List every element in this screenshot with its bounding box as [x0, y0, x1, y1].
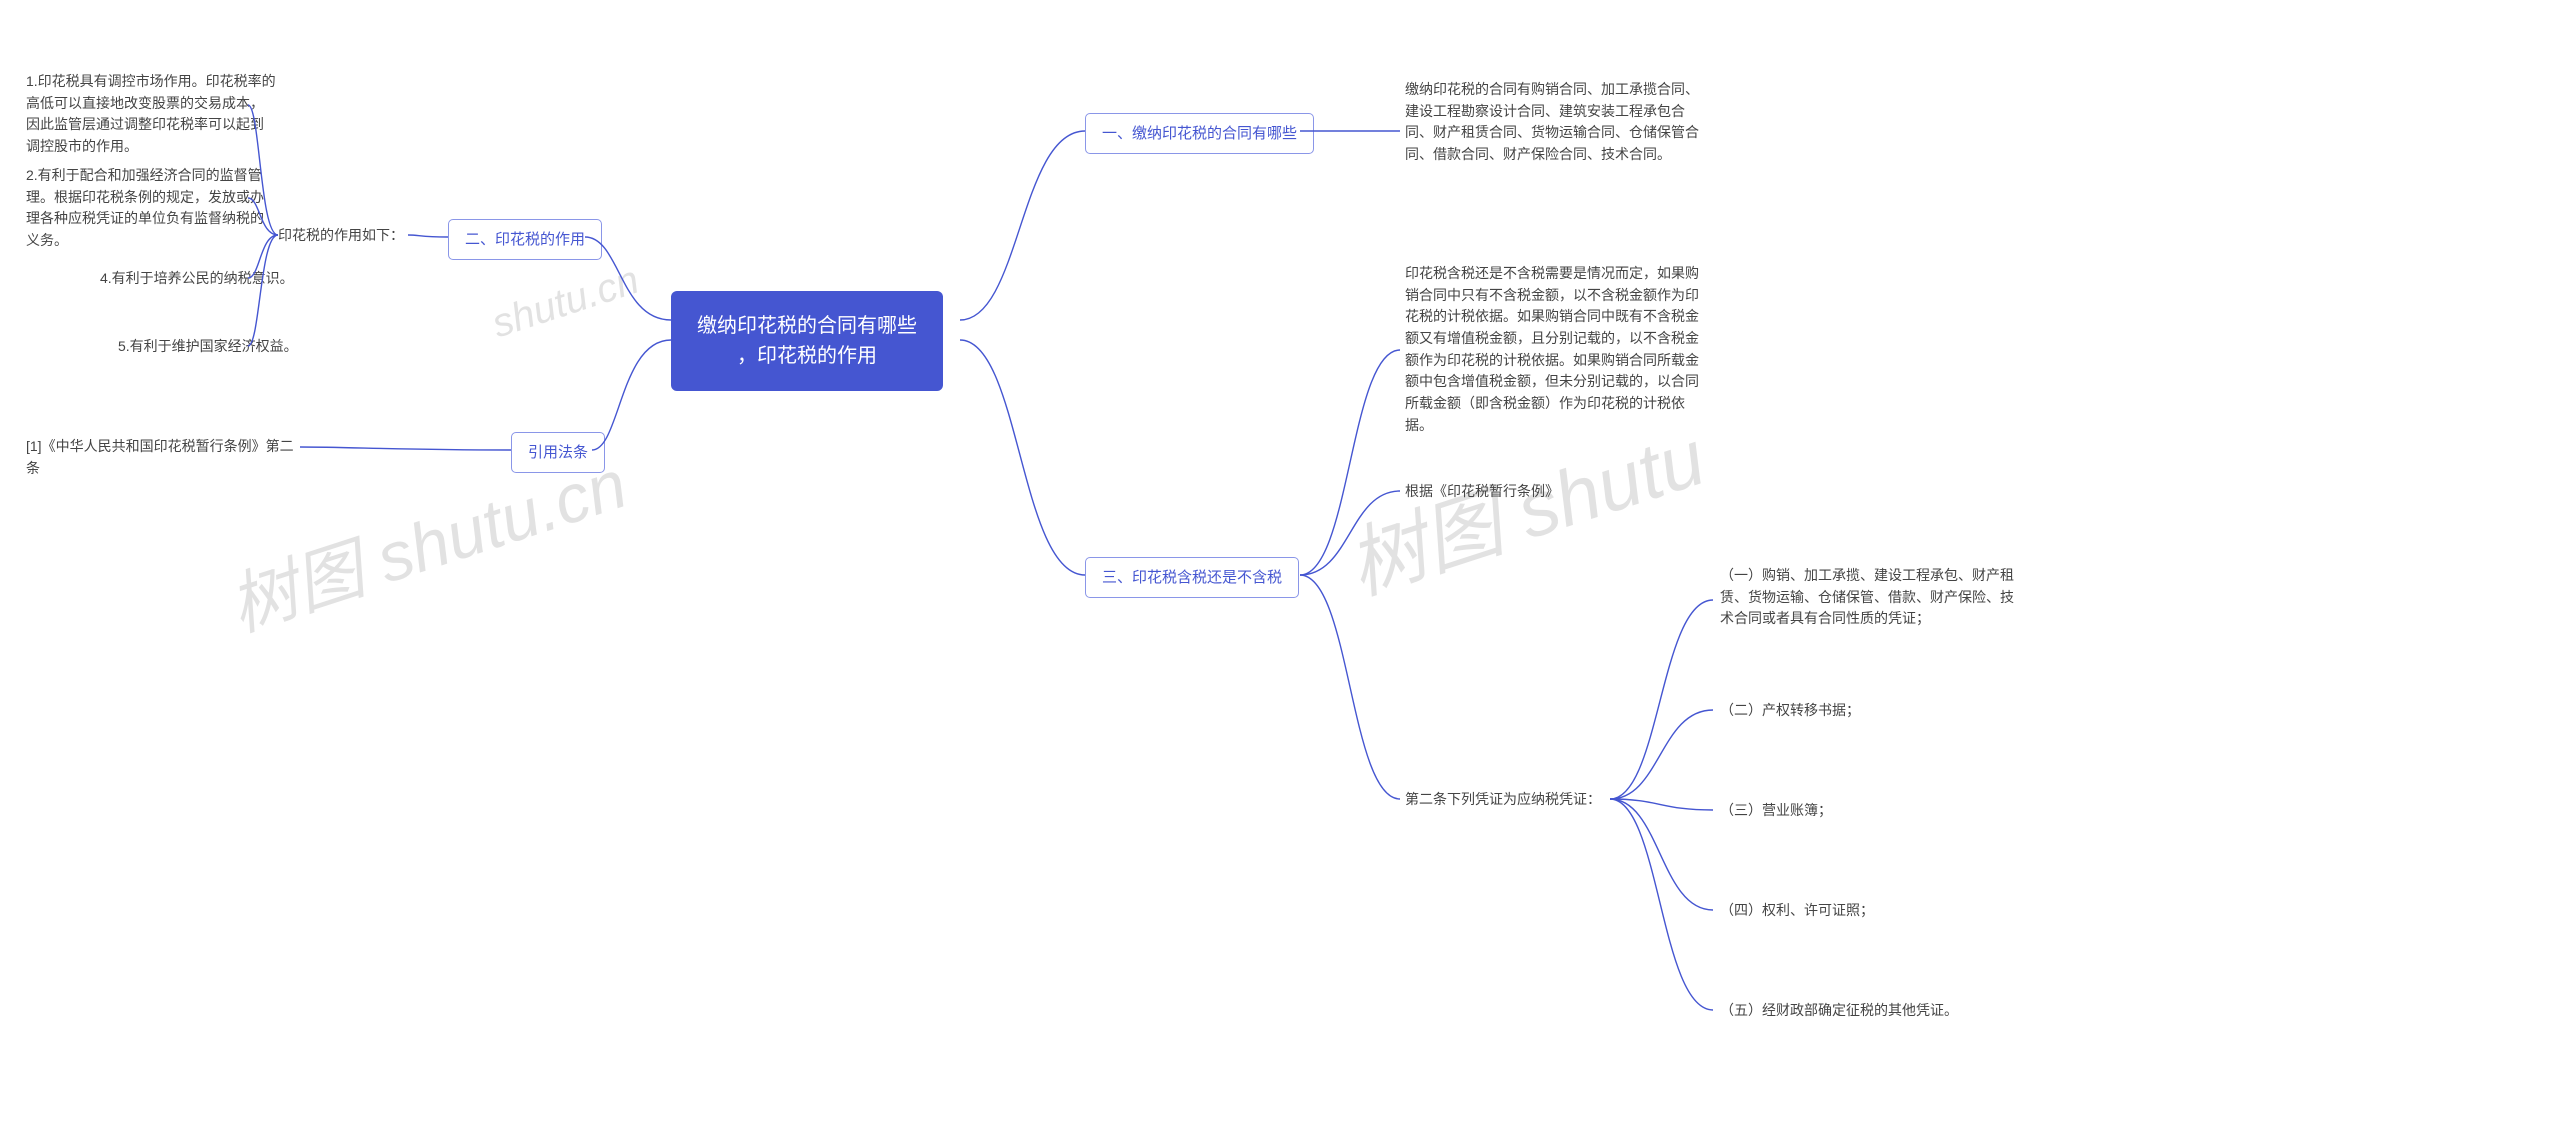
branch-tax-inclusive: 三、印花税含税还是不含税 [1085, 557, 1299, 598]
root-node: 缴纳印花税的合同有哪些 ，印花税的作用 [671, 291, 943, 391]
watermark: shutu.cn [487, 258, 645, 348]
reference-leaf: [1]《中华人民共和国印花税暂行条例》第二条 [26, 436, 296, 479]
article2-item5: （五）经财政部确定征税的其他凭证。 [1720, 1000, 1958, 1022]
branch-contracts: 一、缴纳印花税的合同有哪些 [1085, 113, 1314, 154]
branch-effects: 二、印花税的作用 [448, 219, 602, 260]
leaf-contracts-desc: 缴纳印花税的合同有购销合同、加工承揽合同、建设工程勘察设计合同、建筑安装工程承包… [1405, 79, 1705, 166]
branch-reference: 引用法条 [511, 432, 605, 473]
effect-item4: 4.有利于培养公民的纳税意识。 [100, 268, 294, 290]
sub-article2: 第二条下列凭证为应纳税凭证： [1405, 789, 1601, 811]
effect-item1: 1.印花税具有调控市场作用。印花税率的高低可以直接地改变股票的交易成本，因此监管… [26, 71, 276, 158]
root-line1: 缴纳印花税的合同有哪些 [697, 315, 917, 337]
effect-item2: 2.有利于配合和加强经济合同的监督管理。根据印花税条例的规定，发放或办理各种应税… [26, 165, 276, 252]
article2-item4: （四）权利、许可证照； [1720, 900, 1874, 922]
effect-item5: 5.有利于维护国家经济权益。 [118, 336, 298, 358]
root-line2: ，印花税的作用 [737, 345, 877, 367]
leaf-tax-basis: 根据《印花税暂行条例》 [1405, 481, 1559, 503]
article2-item1: （一）购销、加工承揽、建设工程承包、财产租赁、货物运输、仓储保管、借款、财产保险… [1720, 565, 2020, 630]
leaf-tax-desc: 印花税含税还是不含税需要是情况而定，如果购销合同中只有不含税金额，以不含税金额作… [1405, 263, 1705, 437]
effects-sub-label: 印花税的作用如下： [278, 225, 404, 247]
article2-item2: （二）产权转移书据； [1720, 700, 1860, 722]
article2-item3: （三）营业账簿； [1720, 800, 1832, 822]
